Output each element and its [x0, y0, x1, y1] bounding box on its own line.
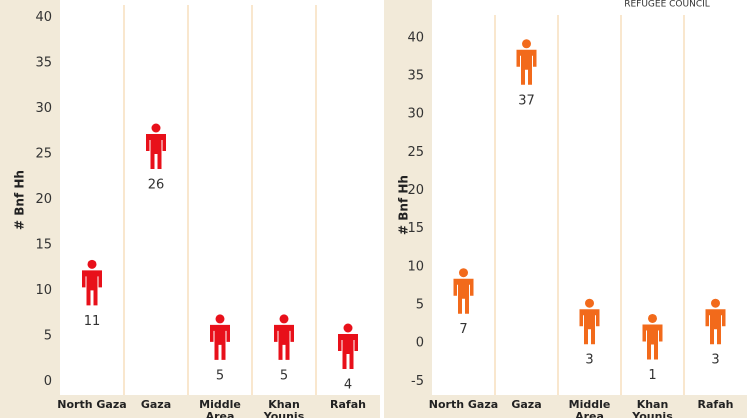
- icon-head: [279, 314, 289, 324]
- category-label: Middle Area: [199, 398, 241, 418]
- person-icon: [210, 314, 230, 360]
- y-tick-label: 30: [35, 101, 52, 116]
- y-axis-label: # Bnf Hh: [13, 170, 27, 230]
- value-label: 5: [216, 368, 224, 383]
- category-label: Rafah: [698, 398, 734, 411]
- person-icon: [579, 298, 600, 345]
- icon-body: [210, 324, 230, 360]
- icon-head: [585, 298, 594, 308]
- category-line: Middle: [199, 398, 241, 411]
- category-line: Khan: [637, 398, 669, 411]
- y-tick-label: 20: [407, 183, 424, 198]
- icon-body: [274, 324, 294, 360]
- axis-panel: [384, 0, 432, 418]
- icon-body: [705, 309, 726, 345]
- person-icon: [146, 123, 166, 169]
- person-icon: [453, 268, 474, 314]
- value-label: 5: [280, 368, 288, 383]
- y-tick-label: 40: [35, 10, 52, 25]
- icon-body: [642, 324, 663, 360]
- value-label: 4: [344, 378, 352, 393]
- icon-body: [146, 134, 166, 169]
- person-icon: [516, 39, 537, 85]
- y-tick-label: 35: [35, 56, 52, 71]
- y-axis-label: # Bnf Hh: [397, 175, 411, 235]
- y-tick-label: 30: [407, 107, 424, 122]
- category-label: Rafah: [330, 398, 366, 411]
- category-panel: [432, 395, 747, 418]
- y-tick-label: 35: [407, 69, 424, 84]
- y-tick-label: 0: [416, 336, 424, 351]
- y-tick-label: 15: [407, 221, 424, 236]
- category-line: Khan: [268, 398, 300, 411]
- y-tick-label: 5: [416, 297, 424, 312]
- category-line: Area: [206, 410, 235, 418]
- y-tick-label: 40: [407, 30, 424, 45]
- source-text: REFUGEE COUNCIL: [624, 0, 710, 10]
- value-label: 11: [84, 314, 101, 329]
- category-label: North Gaza: [429, 398, 498, 411]
- person-icon: [338, 323, 358, 369]
- icon-body: [579, 309, 600, 345]
- icon-head: [151, 123, 161, 133]
- value-label: 1: [648, 368, 656, 383]
- person-icon: [82, 259, 102, 306]
- y-tick-label: 5: [44, 328, 52, 343]
- value-label: 37: [518, 93, 535, 108]
- axis-panel: [0, 0, 60, 418]
- icon-body: [453, 278, 474, 314]
- category-label: Middle Area: [569, 398, 611, 418]
- icon-head: [343, 323, 353, 333]
- y-tick-label: 25: [35, 147, 52, 162]
- value-label: 7: [459, 322, 467, 337]
- icon-head: [522, 39, 531, 49]
- y-tick-label: 25: [407, 145, 424, 160]
- y-tick-label: 15: [35, 238, 52, 253]
- icon-head: [648, 313, 657, 323]
- category-line: Area: [575, 410, 604, 418]
- category-label: Gaza: [511, 398, 541, 411]
- value-label: 3: [711, 353, 719, 368]
- icon-body: [338, 334, 358, 369]
- icon-body: [516, 49, 537, 85]
- category-label: North Gaza: [57, 398, 126, 411]
- y-tick-label: 0: [44, 374, 52, 389]
- icon-head: [87, 259, 97, 269]
- y-tick-label: 10: [407, 259, 424, 274]
- icon-head: [459, 268, 468, 278]
- person-icon: [274, 314, 294, 360]
- y-tick-label: 20: [35, 192, 52, 207]
- icon-head: [215, 314, 225, 324]
- person-icon: [705, 298, 726, 345]
- value-label: 26: [148, 178, 165, 193]
- category-line: Younis: [631, 410, 673, 418]
- icon-body: [82, 270, 102, 306]
- category-panel: [60, 395, 380, 418]
- value-label: 3: [585, 353, 593, 368]
- category-line: Middle: [569, 398, 611, 411]
- category-label: Khan Younis: [263, 398, 305, 418]
- y-tick-label: 10: [35, 283, 52, 298]
- category-line: Younis: [263, 410, 305, 418]
- category-label: Khan Younis: [631, 398, 673, 418]
- y-tick-label: -5: [411, 374, 424, 389]
- icon-head: [711, 298, 720, 308]
- category-label: Gaza: [141, 398, 171, 411]
- person-icon: [642, 313, 663, 360]
